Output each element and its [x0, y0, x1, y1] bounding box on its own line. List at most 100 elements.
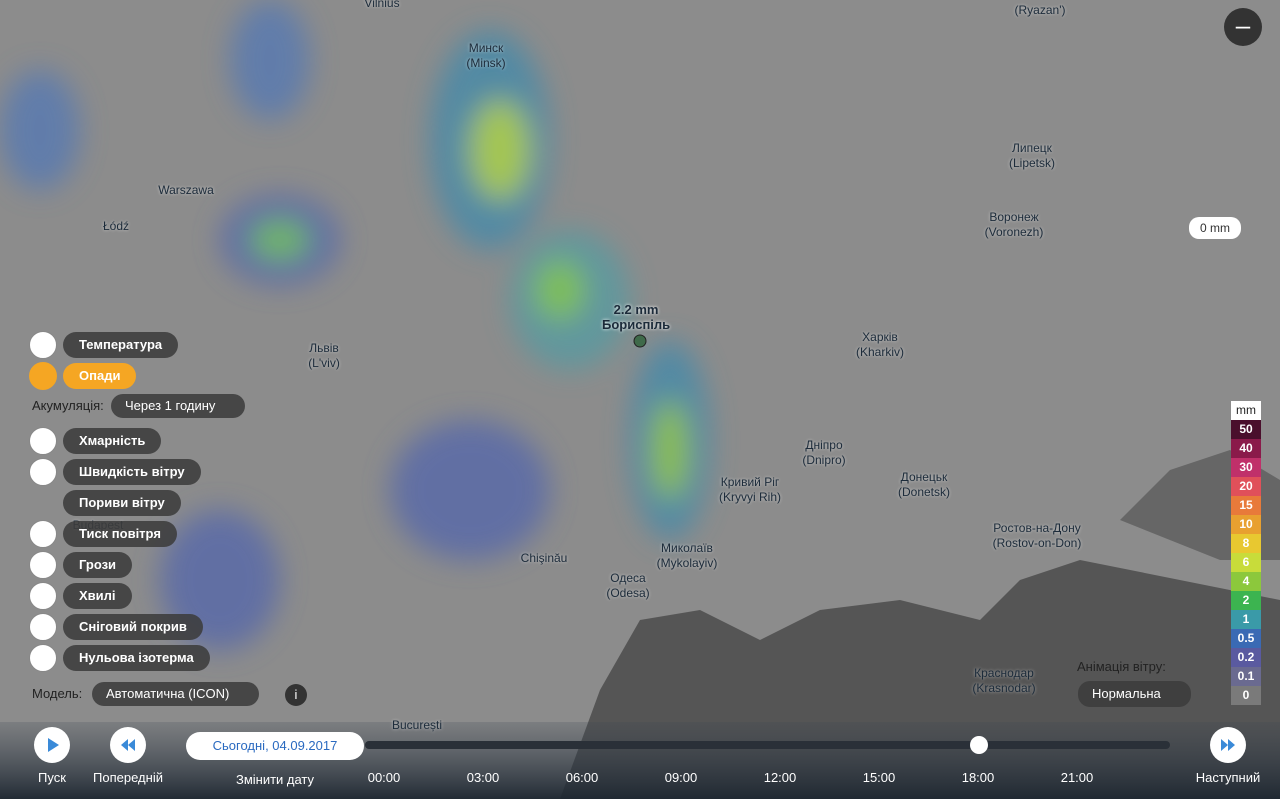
city-latin-name: (Odesa) — [606, 586, 650, 600]
city-latin-name: (Lipetsk) — [1008, 156, 1056, 170]
legend-swatch: 0.2 — [1231, 648, 1261, 667]
city-latin-name: (Voronezh) — [984, 225, 1044, 239]
legend-swatch: 8 — [1231, 534, 1261, 553]
legend-swatch: 0.1 — [1231, 667, 1261, 686]
change-date[interactable]: Змінити дату — [235, 772, 315, 787]
previous-button[interactable] — [110, 727, 146, 763]
layer-icon[interactable] — [29, 362, 57, 390]
model-select[interactable]: Автоматична (ICON) — [92, 682, 260, 706]
city-latin-name: (Minsk) — [466, 56, 506, 70]
city-label: Краснодар (Krasnodar) — [972, 666, 1035, 696]
city-name: Липецк — [1012, 141, 1052, 155]
city-label: Дніпро (Dnipro) — [802, 438, 845, 468]
city-label: Харків (Kharkiv) — [856, 330, 904, 360]
city-name: Воронеж — [989, 210, 1039, 224]
layer-icon[interactable] — [29, 551, 57, 579]
timeline-hour[interactable]: 12:00 — [763, 770, 797, 785]
city-label: Кривий Ріг (Kryvyi Rih) — [719, 475, 781, 505]
city-label: Львів (L'viv) — [308, 341, 340, 371]
wind-animation-select[interactable]: Нормальна — [1078, 681, 1191, 707]
city-label: Vilnius — [364, 0, 399, 11]
marker-dot — [633, 334, 647, 348]
timeline-hour[interactable]: 18:00 — [961, 770, 995, 785]
menu-toggle[interactable]: – — [1224, 8, 1262, 46]
marker-place: Бориспіль — [602, 317, 671, 332]
city-label: Одеса (Odesa) — [606, 571, 649, 601]
city-name: Warszawa — [158, 183, 214, 197]
layer-button[interactable]: Швидкість вітру — [63, 459, 201, 485]
city-name: (Ryazan') — [1014, 3, 1066, 17]
layer-button[interactable]: Тиск повітря — [63, 521, 177, 547]
city-latin-name: (Krasnodar) — [972, 681, 1036, 695]
play-button[interactable] — [34, 727, 70, 763]
timeline-track — [365, 741, 1170, 749]
layer-icon[interactable] — [29, 427, 57, 455]
city-latin-name: (L'viv) — [308, 356, 340, 370]
legend-swatch: 50 — [1231, 420, 1261, 439]
legend-swatch: 15 — [1231, 496, 1261, 515]
model-info[interactable]: i — [285, 684, 307, 706]
legend-swatch: 30 — [1231, 458, 1261, 477]
layer-icon[interactable] — [29, 644, 57, 672]
layer-button[interactable]: Опади — [63, 363, 137, 389]
layer-icon[interactable] — [29, 331, 57, 359]
model-label: Модель: — [32, 686, 83, 701]
previous-label: Попередній — [93, 770, 163, 785]
legend-swatch: 1 — [1231, 610, 1261, 629]
layer-button[interactable]: Нульова ізотерма — [63, 645, 210, 671]
city-label: Łódź — [103, 219, 129, 234]
layer-button[interactable]: Пориви вітру — [63, 490, 181, 516]
legend-swatch: 0.5 — [1231, 629, 1261, 648]
layer-button[interactable]: Грози — [63, 552, 133, 578]
city-name: București — [391, 718, 443, 732]
accumulation-select[interactable]: Через 1 годину — [111, 394, 246, 418]
layer-button[interactable]: Температура — [63, 332, 179, 358]
timeline-hour[interactable]: 03:00 — [466, 770, 500, 785]
layer-icon[interactable] — [29, 520, 57, 548]
legend-swatch: 10 — [1231, 515, 1261, 534]
city-label: Липецк (Lipetsk) — [1009, 141, 1055, 171]
date-button[interactable]: Сьогодні, 04.09.2017 — [186, 732, 364, 760]
city-name: Краснодар — [974, 666, 1034, 680]
layer-icon[interactable] — [29, 613, 57, 641]
city-name: Дніпро — [805, 438, 843, 452]
timeline-knob[interactable] — [970, 736, 988, 754]
city-name: Харків — [862, 330, 898, 344]
wind-animation-label: Анімація вітру: — [1077, 659, 1166, 674]
next-label: Наступний — [1195, 770, 1261, 785]
legend-swatch: 0 — [1231, 686, 1261, 705]
city-label: Chişinău — [521, 551, 568, 566]
city-latin-name: (Mykolayiv) — [656, 556, 718, 570]
city-label: Warszawa — [158, 183, 214, 198]
marker-value: 2.2 mm — [613, 302, 659, 317]
timeline-hour[interactable]: 06:00 — [565, 770, 599, 785]
city-name: Донецьк — [900, 470, 948, 484]
legend-swatch: 6 — [1231, 553, 1261, 572]
city-name: Минск — [468, 41, 504, 55]
layer-button[interactable]: Хвилі — [63, 583, 132, 609]
legend-swatch: 4 — [1231, 572, 1261, 591]
city-name: Ростов-на-Дону — [993, 521, 1081, 535]
timeline-hour[interactable]: 15:00 — [862, 770, 896, 785]
city-label: Воронеж (Voronezh) — [985, 210, 1044, 240]
layer-icon[interactable] — [29, 458, 57, 486]
accumulation-label: Акумуляція: — [32, 398, 104, 413]
timeline-hour[interactable]: 00:00 — [367, 770, 401, 785]
city-name: Одеса — [610, 571, 646, 585]
next-button[interactable] — [1210, 727, 1246, 763]
city-latin-name: (Kryvyi Rih) — [719, 490, 781, 504]
city-label: Миколаїв (Mykolayiv) — [657, 541, 718, 571]
timeline-hour[interactable]: 09:00 — [664, 770, 698, 785]
city-latin-name: (Donetsk) — [897, 485, 951, 499]
layer-button[interactable]: Сніговий покрив — [63, 614, 203, 640]
layer-button[interactable]: Хмарність — [63, 428, 162, 454]
city-label: Ростов-на-Дону (Rostov-on-Don) — [993, 521, 1082, 551]
timeline-hour[interactable]: 21:00 — [1060, 770, 1094, 785]
layer-icon[interactable] — [29, 582, 57, 610]
city-name: Chişinău — [520, 551, 568, 565]
city-name: Львів — [309, 341, 339, 355]
city-label: Минск (Minsk) — [466, 41, 505, 71]
city-name: Vilnius — [364, 0, 400, 10]
legend-unit: mm — [1231, 401, 1261, 420]
